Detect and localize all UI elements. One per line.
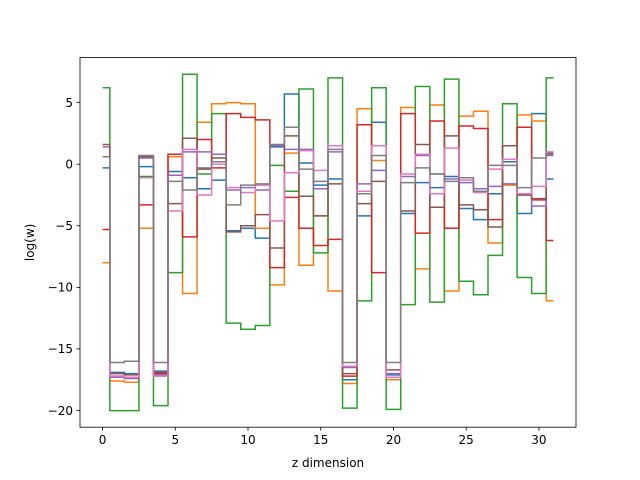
series-line-4 [102,144,554,380]
ticks-layer: 0 5 10 15 20 25 30 −20 −15 −10 −5 0 5 [48,96,547,447]
x-tick-label: 0 [99,433,107,447]
x-tick-label: 10 [240,433,255,447]
y-tick-label: −5 [55,219,73,233]
y-tick-label: −10 [48,281,73,295]
x-tick-label: 5 [171,433,179,447]
y-tick-label: 5 [65,96,73,110]
series-line-3 [102,112,554,379]
x-axis-label: z dimension [292,456,364,470]
y-tick-label: −15 [48,342,73,356]
series-layer [102,73,554,412]
y-tick-label: 0 [65,157,73,171]
x-tick-label: 15 [313,433,328,447]
x-tick-label: 30 [531,433,546,447]
x-tick-label: 20 [386,433,401,447]
series-line-5 [102,135,554,376]
plot-frame [79,57,577,428]
y-axis-label: log(w) [23,224,37,261]
x-tick-label: 25 [459,433,474,447]
series-line-7 [102,126,554,364]
y-tick-label: −20 [48,404,73,418]
